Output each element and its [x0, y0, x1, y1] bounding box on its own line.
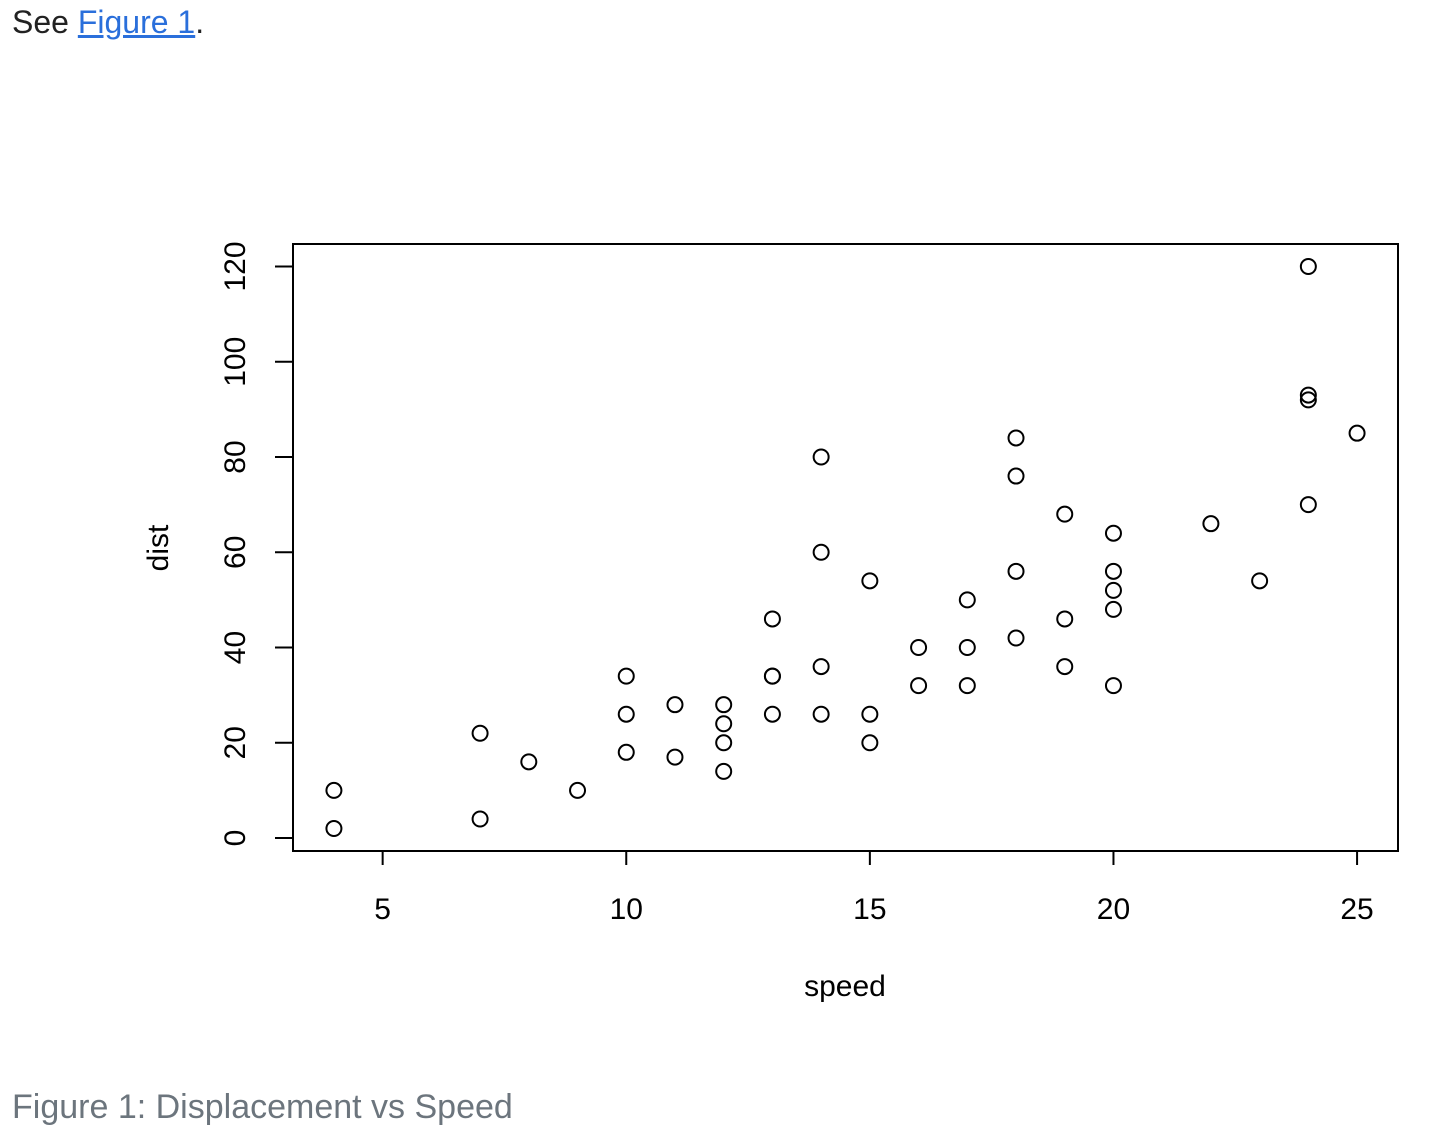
point	[471, 810, 489, 828]
text: .	[195, 4, 205, 40]
point	[325, 820, 343, 838]
x-axis-label: speed	[804, 970, 886, 1003]
x-tick-label: 25	[1340, 893, 1373, 926]
point	[1056, 658, 1074, 676]
point	[910, 639, 928, 657]
point	[812, 658, 830, 676]
point	[1348, 424, 1366, 442]
point	[569, 781, 587, 799]
point	[910, 677, 928, 695]
x-tick-label: 15	[853, 893, 886, 926]
x-tick-label: 5	[374, 893, 391, 926]
point	[1104, 524, 1122, 542]
point	[1007, 467, 1025, 485]
point	[763, 705, 781, 723]
point	[1007, 562, 1025, 580]
point	[617, 705, 635, 723]
point	[763, 610, 781, 628]
point	[1056, 505, 1074, 523]
y-tick-label: 60	[219, 536, 252, 569]
point	[666, 696, 684, 714]
point	[861, 705, 879, 723]
point	[861, 734, 879, 752]
point	[1104, 677, 1122, 695]
point	[1299, 391, 1317, 409]
point	[1056, 610, 1074, 628]
point	[1007, 629, 1025, 647]
point	[1299, 496, 1317, 514]
point	[520, 753, 538, 771]
point	[471, 724, 489, 742]
figure-caption: Figure 1: Displacement vs Speed	[12, 1088, 513, 1126]
point	[325, 781, 343, 799]
point	[715, 715, 733, 733]
point	[958, 591, 976, 609]
point	[1104, 562, 1122, 580]
point	[812, 543, 830, 561]
y-tick-label: 100	[219, 337, 252, 387]
text: See	[12, 4, 69, 40]
x-tick-label: 20	[1097, 893, 1130, 926]
point	[1299, 386, 1317, 404]
intro-text: See Figure 1.	[12, 4, 204, 41]
point	[1202, 515, 1220, 533]
point	[715, 762, 733, 780]
point	[715, 734, 733, 752]
point	[666, 748, 684, 766]
y-axis-label: dist	[142, 524, 175, 571]
point	[812, 448, 830, 466]
y-tick-label: 20	[219, 726, 252, 759]
x-tick-label: 10	[610, 893, 643, 926]
point	[812, 705, 830, 723]
point	[617, 743, 635, 761]
point	[1104, 581, 1122, 599]
point	[958, 639, 976, 657]
point	[1299, 257, 1317, 275]
point	[1251, 572, 1269, 590]
point	[1007, 429, 1025, 447]
chart: speed dist 5 10 15 20 25 0 20 40 60 80 100 120	[142, 241, 1399, 1003]
point	[1104, 600, 1122, 618]
point	[958, 677, 976, 695]
y-tick-label: 40	[219, 631, 252, 664]
y-tick-label: 120	[219, 241, 252, 291]
point	[715, 696, 733, 714]
figure-link[interactable]: Figure 1	[77, 4, 196, 40]
point	[617, 667, 635, 685]
point	[763, 667, 781, 685]
y-tick-label: 80	[219, 440, 252, 473]
y-tick-label: 0	[219, 830, 252, 847]
point	[861, 572, 879, 590]
plot-box	[292, 243, 1399, 852]
